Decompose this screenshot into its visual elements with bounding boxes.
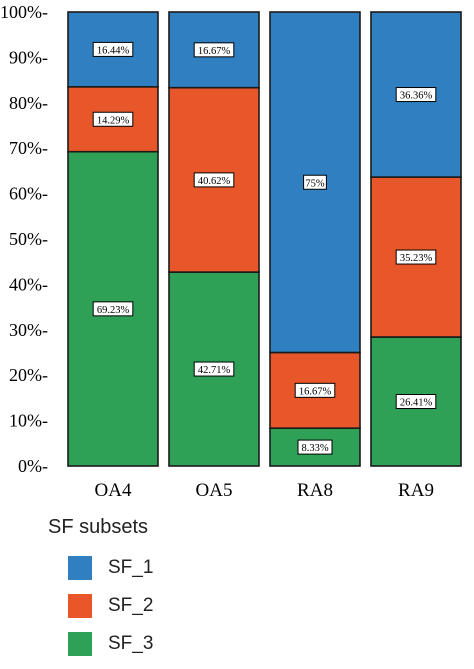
y-tick-label: 90%- <box>9 47 48 67</box>
legend-title: SF subsets <box>48 516 149 538</box>
data-label-box <box>395 87 437 103</box>
data-label-box <box>294 382 336 398</box>
data-label: 69.23% <box>97 305 130 316</box>
data-label: 8.33% <box>301 443 328 454</box>
bar-segment <box>370 336 462 467</box>
legend-item-sf2: SF_2 <box>48 593 153 619</box>
data-label-box <box>92 111 134 127</box>
legend-label-sf2: SF_2 <box>108 595 154 616</box>
stacked-bar-chart: 0%- 10%- 20%- 30%- 40%- 50%- 60%- 70%- 80%- 90%- 1… <box>0 2 462 501</box>
y-tick-label: 30%- <box>9 320 48 340</box>
y-tick-label: 100%- <box>0 2 48 22</box>
y-tick-label: 70%- <box>9 138 48 158</box>
y-tick-label: 10%- <box>9 411 48 431</box>
data-label: 16.44% <box>97 45 130 56</box>
legend-label-sf3: SF_3 <box>108 633 154 654</box>
x-tick-label: OA5 <box>196 480 233 501</box>
data-label: 40.62% <box>198 176 231 187</box>
legend-swatch-sf2 <box>68 594 92 618</box>
data-label-box <box>193 42 235 58</box>
data-label: 16.67% <box>198 46 231 57</box>
data-label: 35.23% <box>400 253 433 264</box>
y-tick-label: 20%- <box>9 365 48 385</box>
data-label: 42.71% <box>198 365 231 376</box>
data-label-box <box>395 394 437 410</box>
x-tick-label: RA8 <box>297 480 333 501</box>
y-tick-label: 80%- <box>9 93 48 113</box>
legend-swatch-sf1 <box>68 556 92 580</box>
legend: SF subsets SF_1 SF_2 SF_3 <box>48 516 153 669</box>
data-label: 16.67% <box>299 386 332 397</box>
data-label-box <box>303 174 327 190</box>
data-label: 36.36% <box>400 91 433 102</box>
y-tick-label: 40%- <box>9 274 48 294</box>
y-tick-label: 50%- <box>9 229 48 249</box>
data-label-box <box>193 172 235 188</box>
x-tick-label: OA4 <box>95 480 132 501</box>
x-tick-label: RA9 <box>398 480 434 501</box>
data-label-box <box>395 249 437 265</box>
legend-swatch-sf3 <box>68 632 92 656</box>
data-label: 14.29% <box>97 115 130 126</box>
data-label-box <box>297 439 333 455</box>
data-label-box <box>92 41 134 57</box>
data-label-box <box>193 361 235 377</box>
y-tick-label: 60%- <box>9 184 48 204</box>
data-label: 75% <box>305 178 325 189</box>
y-tick-label: 0%- <box>18 456 48 476</box>
legend-item-sf1: SF_1 <box>48 555 153 581</box>
data-label-box <box>92 301 134 317</box>
data-label: 26.41% <box>400 398 433 409</box>
legend-item-sf3: SF_3 <box>48 631 153 657</box>
legend-label-sf1: SF_1 <box>108 557 154 578</box>
